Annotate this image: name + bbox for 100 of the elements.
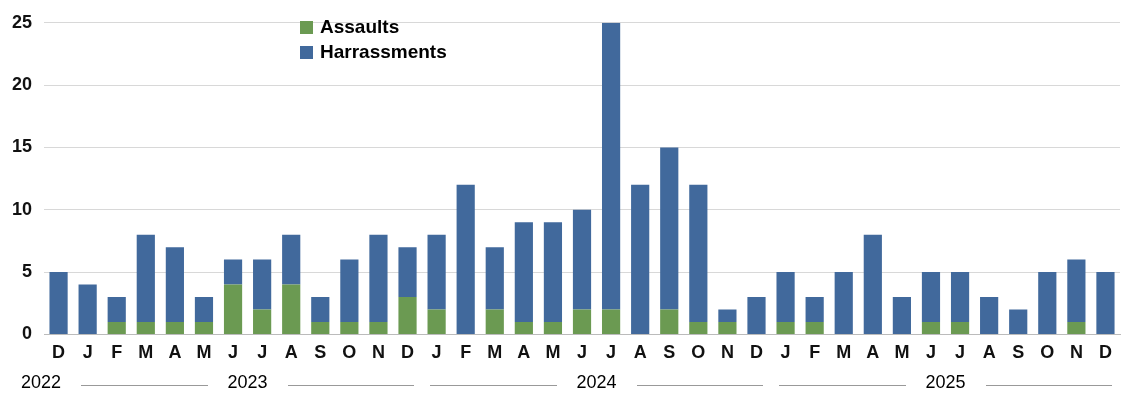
bar	[718, 309, 737, 322]
x-tick-label: F	[460, 342, 472, 363]
bar	[369, 234, 388, 322]
bar	[950, 321, 970, 334]
bar	[369, 321, 388, 334]
x-tick-label: O	[691, 342, 706, 363]
x-tick-label: D	[52, 342, 66, 363]
x-tick-label: A	[284, 342, 298, 363]
y-tick-label: 25	[11, 11, 33, 32]
x-tick-label: A	[633, 342, 647, 363]
bar	[253, 259, 272, 310]
x-tick-label: A	[517, 342, 531, 363]
x-tick-label: J	[431, 342, 442, 363]
bar	[921, 321, 941, 334]
x-tick-label: J	[82, 342, 93, 363]
bar	[311, 321, 330, 334]
legend-label: Assaults	[320, 16, 400, 38]
x-tick-label: J	[228, 342, 239, 363]
x-tick-label: A	[982, 342, 996, 363]
x-tick-label: M	[138, 342, 154, 363]
bar	[950, 272, 970, 322]
bar	[136, 234, 155, 322]
x-tick-label: D	[1098, 342, 1112, 363]
x-tick-label: S	[1012, 342, 1025, 363]
bar	[543, 222, 563, 322]
text: 2024	[576, 372, 617, 393]
bar	[602, 309, 621, 334]
bar	[689, 321, 708, 334]
bar	[282, 234, 301, 285]
bar	[863, 234, 882, 334]
bar	[514, 222, 533, 322]
bar	[805, 321, 824, 334]
bar	[485, 309, 504, 334]
x-tick-label: J	[780, 342, 791, 363]
bar	[1038, 272, 1057, 334]
bar	[980, 297, 999, 334]
bar	[543, 321, 563, 334]
bar	[136, 321, 155, 334]
bar	[398, 297, 417, 334]
x-tick-label: A	[866, 342, 880, 363]
x-tick-label: A	[168, 342, 182, 363]
bar	[689, 184, 708, 322]
x-tick-label: S	[314, 342, 327, 363]
x-tick-label: O	[1040, 342, 1055, 363]
bar	[921, 272, 941, 322]
bar	[660, 147, 679, 310]
x-tick-label: M	[487, 342, 503, 363]
x-tick-label: F	[809, 342, 821, 363]
x-tick-label: S	[663, 342, 676, 363]
x-tick-label: J	[606, 342, 617, 363]
x-tick-label: O	[342, 342, 357, 363]
bar	[194, 321, 214, 334]
x-tick-label: F	[111, 342, 123, 363]
bar	[223, 284, 243, 334]
bar	[805, 297, 824, 322]
x-tick-label: M	[196, 342, 212, 363]
bar	[311, 297, 330, 322]
bar	[340, 321, 359, 334]
x-tick-label: D	[749, 342, 763, 363]
bar	[776, 321, 795, 334]
y-tick-label: 0	[22, 323, 33, 344]
bar	[398, 247, 417, 298]
bar	[631, 184, 650, 334]
bar	[572, 209, 592, 310]
bar	[660, 309, 679, 334]
bar	[340, 259, 359, 322]
bar	[718, 321, 737, 334]
x-tick-label: M	[545, 342, 561, 363]
bar	[776, 272, 795, 322]
x-tick-label: J	[955, 342, 966, 363]
x-tick-label: M	[836, 342, 852, 363]
bar	[107, 297, 126, 322]
bar	[514, 321, 533, 334]
bar	[253, 309, 272, 334]
bar	[427, 234, 446, 310]
x-tick-label: J	[257, 342, 268, 363]
y-tick-label: 15	[11, 136, 33, 157]
bar	[49, 272, 68, 334]
x-tick-label: M	[894, 342, 910, 363]
x-tick-label: D	[401, 342, 415, 363]
bar	[223, 259, 243, 285]
bar	[1067, 321, 1086, 334]
bar	[427, 309, 446, 334]
y-tick-label: 20	[11, 74, 33, 95]
bar	[282, 284, 301, 334]
bar	[1009, 309, 1028, 334]
x-tick-label: J	[577, 342, 588, 363]
bar	[78, 284, 97, 334]
text: 2025	[925, 372, 966, 393]
bar	[456, 184, 475, 334]
bar	[892, 297, 911, 334]
x-tick-label: J	[925, 342, 936, 363]
x-tick-label: N	[1069, 342, 1083, 363]
bar	[602, 22, 621, 310]
bar	[485, 247, 504, 310]
bar	[165, 321, 184, 334]
legend-label: Harrassments	[320, 41, 447, 63]
bar	[747, 297, 766, 334]
bar	[165, 247, 184, 322]
bar	[107, 321, 126, 334]
